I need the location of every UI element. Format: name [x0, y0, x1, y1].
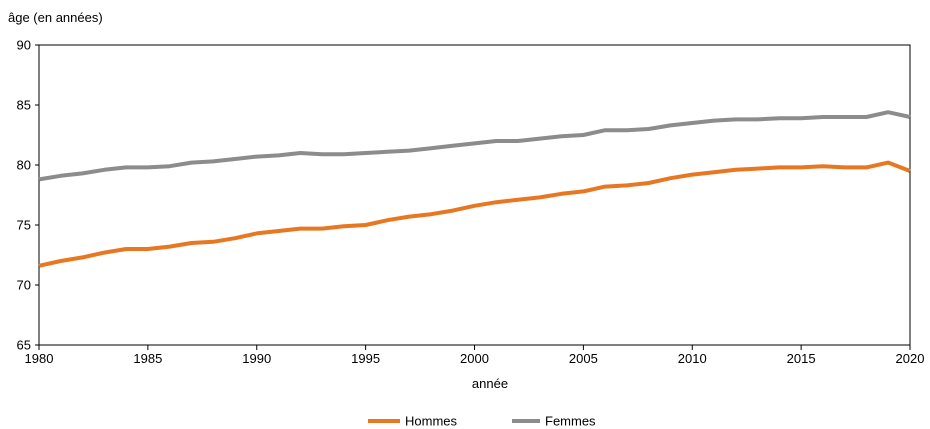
x-tick-label: 2020	[896, 351, 925, 366]
x-tick-label: 1995	[351, 351, 380, 366]
x-tick-label: 2000	[460, 351, 489, 366]
x-tick-label: 1980	[25, 351, 54, 366]
y-tick-label: 80	[17, 158, 31, 173]
x-tick-label: 2005	[569, 351, 598, 366]
y-tick-label: 90	[17, 38, 31, 53]
x-tick-label: 2015	[787, 351, 816, 366]
y-axis-title: âge (en années)	[8, 10, 103, 25]
x-axis-title: année	[472, 376, 508, 391]
y-tick-label: 70	[17, 278, 31, 293]
x-tick-label: 1990	[242, 351, 271, 366]
series-layer	[39, 112, 910, 266]
plot-area-frame	[39, 45, 910, 345]
y-tick-label: 75	[17, 218, 31, 233]
legend-label: Hommes	[405, 414, 458, 429]
y-tick-label: 85	[17, 98, 31, 113]
legend-label: Femmes	[545, 414, 596, 429]
x-tick-label: 1985	[133, 351, 162, 366]
x-axis-ticks: 1980 1985 1990 1995 2000 2005 2010 2015 2020	[25, 345, 925, 366]
legend: Hommes Femmes	[368, 414, 596, 429]
series-line-hommes	[39, 163, 910, 266]
x-tick-label: 2010	[678, 351, 707, 366]
